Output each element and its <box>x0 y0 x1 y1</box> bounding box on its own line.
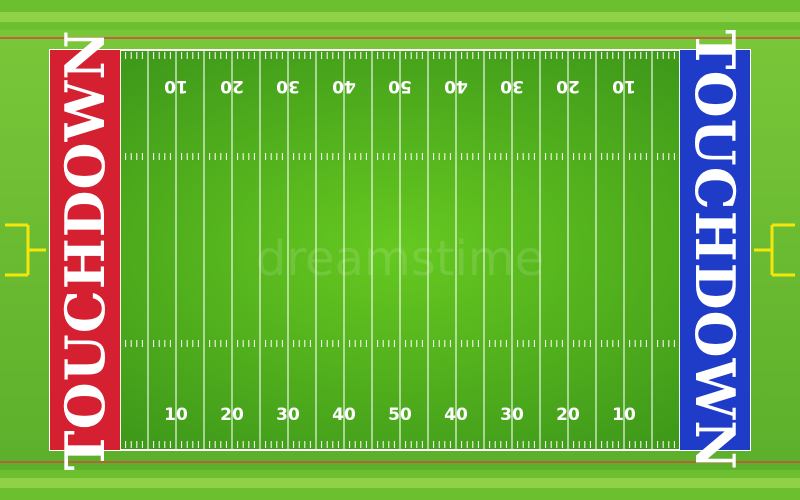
bottom-yard-number: 10 <box>164 405 188 425</box>
bottom-yard-number: 40 <box>332 405 356 425</box>
bottom-yard-number: 40 <box>444 405 468 425</box>
bottom-yard-number: 50 <box>388 405 412 425</box>
bottom-yard-number: 20 <box>220 405 244 425</box>
top-yard-number: 40 <box>332 76 356 96</box>
top-yard-number: 20 <box>556 76 580 96</box>
bottom-yard-number: 30 <box>500 405 524 425</box>
bottom-yard-numbers: 10 20 30 40 50 40 30 20 10 <box>164 405 636 425</box>
left-endzone-label: TOUCHDOWN <box>53 29 117 470</box>
top-yard-number: 10 <box>612 76 636 96</box>
left-endzone <box>50 50 120 450</box>
right-endzone-label: TOUCHDOWN <box>683 29 747 470</box>
bottom-yard-number: 10 <box>612 405 636 425</box>
bottom-band-highlight <box>0 478 800 488</box>
top-yard-number: 50 <box>388 76 412 96</box>
top-yard-number: 30 <box>500 76 524 96</box>
yard-lines <box>119 50 681 450</box>
right-endzone <box>680 50 750 450</box>
hash-marks <box>125 52 675 448</box>
watermark-text: dreamstime <box>256 231 544 287</box>
bottom-yard-number: 30 <box>276 405 300 425</box>
left-goalpost <box>5 223 46 277</box>
top-yard-number: 10 <box>164 76 188 96</box>
top-yard-number: 40 <box>444 76 468 96</box>
bottom-yard-number: 20 <box>556 405 580 425</box>
top-yard-number: 30 <box>276 76 300 96</box>
top-yard-number: 20 <box>220 76 244 96</box>
right-goalpost <box>754 223 795 277</box>
top-yard-numbers: 10 20 30 40 50 40 30 20 10 <box>164 76 636 96</box>
top-band-highlight <box>0 12 800 22</box>
